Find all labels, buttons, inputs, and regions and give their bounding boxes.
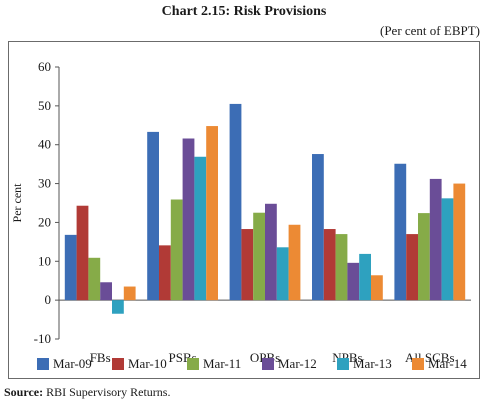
bar [147,131,159,301]
y-tick-label: 60 [38,59,51,74]
bar [182,138,195,301]
bar [394,163,407,301]
legend-swatch [37,358,49,370]
bar [253,212,265,301]
y-tick-label: 0 [45,292,52,307]
bar [418,213,430,301]
source-text: RBI Supervisory Returns. [46,385,171,399]
legend-swatch [412,358,424,370]
bar [288,224,301,301]
legend-swatch [112,358,124,370]
x-category-label: FBs [90,350,111,365]
bar [429,178,442,301]
bar [347,262,360,301]
y-axis-label: Per cent [10,183,24,223]
bar [88,257,101,301]
bar [441,198,454,301]
y-tick-label: 20 [38,214,51,229]
bar [335,234,348,301]
chart-subtitle: (Per cent of EBPT) [379,23,480,38]
legend-label: Mar-11 [203,356,241,371]
legend-swatch [337,358,349,370]
bar [406,234,418,301]
bar [194,156,207,301]
bar [359,253,371,301]
bar [265,203,277,301]
legend-label: Mar-10 [128,356,167,371]
chart-title: Chart 2.15: Risk Provisions [161,4,327,19]
bar [100,282,112,301]
y-tick-label: -10 [34,331,51,346]
bar [371,275,383,301]
source-label: Source: [4,385,44,399]
y-tick-label: 50 [38,98,51,113]
legend-label: Mar-09 [53,356,92,371]
bar [229,103,242,301]
bar [159,245,171,301]
legend-label: Mar-13 [353,356,392,371]
bar [312,154,324,301]
bar [206,126,218,301]
legend-swatch [262,358,274,370]
bar [76,205,89,301]
bar [170,199,183,301]
legend-label: Mar-12 [278,356,317,371]
bar [453,183,466,301]
bar [123,286,136,301]
chart-frame: -10 0 10 20 30 40 50 60 Per cent FBs PSBs OPBs NPBs A… [8,41,480,379]
y-tick-label: 30 [38,176,51,191]
bar [276,247,289,301]
y-tick-label: 40 [38,137,51,152]
bar [64,234,77,301]
bar [112,300,124,314]
bar [241,229,254,301]
bar [323,229,336,301]
legend-swatch [187,358,199,370]
source-note: Source: RBI Supervisory Returns. [4,385,170,400]
legend-label: Mar-14 [428,356,467,371]
y-tick-label: 10 [38,253,51,268]
